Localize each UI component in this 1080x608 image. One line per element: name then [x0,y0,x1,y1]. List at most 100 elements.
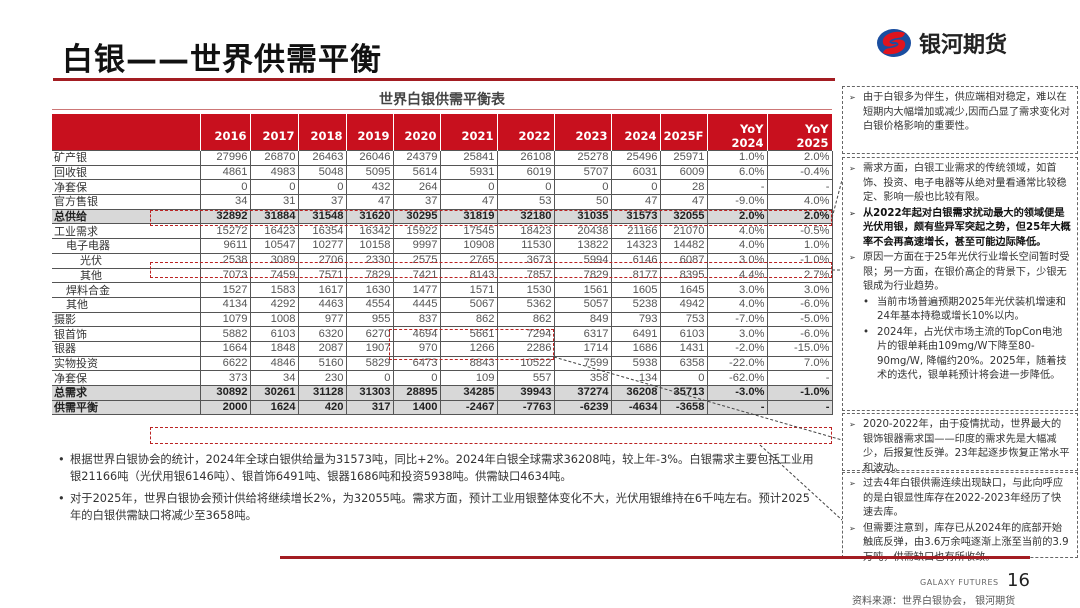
row-label: 光伏 [52,252,201,269]
note-item: 根据世界白银协会的统计，2024年全球白银供给量为31573吨，同比+2%。20… [58,451,818,485]
table-cell: 849 [553,311,612,328]
column-header: 2024 [611,114,661,151]
table-cell: 37274 [553,385,612,401]
column-header: 2016 [200,114,251,151]
table-row: 焊料合金 1527 1583 1617 1630 1477 1571 1530 1561 1605… [52,282,833,298]
side-note-text: 过去4年白银供需连续出现缺口，与此向呼应的是白银显性库存在2022-2023年经… [849,477,1071,521]
column-header: 2017 [250,114,299,151]
footer-brand: GALAXY FUTURES [920,578,999,587]
table-cell: 32892 [199,208,251,225]
table-cell: 31035 [553,208,612,225]
table-cell: 1686 [610,340,661,357]
table-cell: -1.0% [766,385,833,401]
table-cell: 1605 [610,282,661,298]
table-cell: 5057 [553,296,612,313]
table-cell: 955 [345,311,394,328]
table-header-row: 2016 2017 2018 2019 2020 2021 2022 2023 2024 2025… [52,114,833,151]
table-cell: 0 [659,370,708,386]
side-note-subtext: 2024年，占光伏市场主流的TopCon电池片的银单耗由109mg/W下降至80… [849,326,1071,384]
table-cell: 2538 [199,252,251,269]
table-cell: - [706,399,768,416]
table-cell: 2.0% [706,208,768,225]
side-note-inventory: 过去4年白银供需连续出现缺口，与此向呼应的是白银显性库存在2022-2023年经… [842,472,1078,563]
table-cell: 31573 [610,208,661,225]
table-cell: 16354 [297,223,347,240]
table-cell: 31620 [345,208,394,225]
table-row: 总需求 30892 30261 31128 31303 28895 34285 39943 37… [52,385,833,401]
title-divider [53,78,835,81]
table-cell: 2000 [199,399,251,416]
table-row: 光伏 2538 3089 2706 2330 2575 2765 3673 5994 6146 60… [52,252,833,269]
table-cell: 358 [553,370,612,386]
table-cell: 6.0% [706,164,768,181]
table-cell: 557 [496,370,555,386]
row-label: 其他 [52,296,201,313]
table-cell: 34285 [439,385,498,401]
table-cell: 1079 [199,311,251,328]
summary-notes: 根据世界白银协会的统计，2024年全球白银供给量为31573吨，同比+2%。20… [58,451,818,529]
connector-line [831,179,843,219]
table-cell: - [766,399,833,416]
table-cell: 5829 [345,355,394,372]
table-cell: 977 [297,311,347,328]
table-cell: 2087 [297,340,347,357]
table-cell: 4463 [297,296,347,313]
row-label: 供需平衡 [52,399,201,416]
column-header: 2023 [554,114,612,151]
row-label: 工业需求 [52,223,201,240]
table-row: 总供给 32892 31884 31548 31620 30295 31819 32180 31… [52,208,833,225]
table-cell: 4134 [199,296,251,313]
table-cell: 36208 [610,385,661,401]
table-cell: 3.0% [706,252,768,269]
table-cell: 1.0% [766,238,833,254]
table-cell: -15.0% [766,340,833,357]
table-cell: -6239 [553,399,612,416]
table-cell: 2706 [297,252,347,269]
column-header: YoY 2024 [707,114,768,151]
table-cell: 35713 [659,385,708,401]
table-cell: 1907 [345,340,394,357]
table-row: 其他 4134 4292 4463 4554 4445 5067 5362 5057 5238 49… [52,296,833,313]
table-row: 银器 1664 1848 2087 1907 970 1266 2286 1714 1686 143… [52,340,833,357]
row-label: 摄影 [52,311,201,328]
table-cell: 5882 [199,326,251,342]
table-cell: 30261 [249,385,299,401]
table-cell: 4.0% [706,238,768,254]
table-title-divider [52,109,832,110]
row-label: 银首饰 [52,326,201,342]
table-cell: 753 [659,311,708,328]
table-cell: 26463 [297,150,347,166]
table-cell: 31548 [297,208,347,225]
table-cell: 6358 [659,355,708,372]
table-cell: 5160 [297,355,347,372]
table-row: 摄影 1079 1008 977 955 837 862 862 849 793 753 -7.0% -… [52,311,833,328]
table-cell: 28895 [392,385,441,401]
table-cell: 53 [496,194,555,210]
table-cell: 26108 [496,150,555,166]
table-cell: -6.0% [766,296,833,313]
table-cell: 420 [297,399,347,416]
table-cell: 6103 [659,326,708,342]
column-header [52,114,201,151]
table-cell: 34 [249,370,299,386]
logo: 银河期货 [875,27,1007,59]
table-cell: 5994 [553,252,612,269]
side-note-text: 原因一方面在于25年光伏行业增长空间暂时受限；另一方面，在银价高企的背景下，少银… [849,251,1071,295]
table-cell: 793 [610,311,661,328]
table-cell: 26046 [345,150,394,166]
row-label: 总需求 [52,385,201,401]
side-note-text: 需求方面，白银工业需求的传统领域，如首饰、投资、电子电器等从绝对量看通常比较稳定… [849,162,1071,206]
page-title: 白银——世界供需平衡 [62,42,382,78]
side-note-demand: 需求方面，白银工业需求的传统领域，如首饰、投资、电子电器等从绝对量看通常比较稳定… [842,157,1078,411]
table-cell: 39943 [496,385,555,401]
table-cell: 2575 [392,252,441,269]
table-cell: 20438 [553,223,612,240]
table-cell: 18423 [496,223,555,240]
side-note-text: 2020-2022年，由于疫情扰动，世界最大的银饰银器需求国——印度的需求先是大… [849,418,1071,476]
column-header: 2021 [440,114,498,151]
table-cell: 7073 [199,267,251,284]
table-cell: 6146 [610,252,661,269]
table-cell: 1624 [249,399,299,416]
table-cell: 5661 [439,326,498,342]
table-cell: 4846 [249,355,299,372]
